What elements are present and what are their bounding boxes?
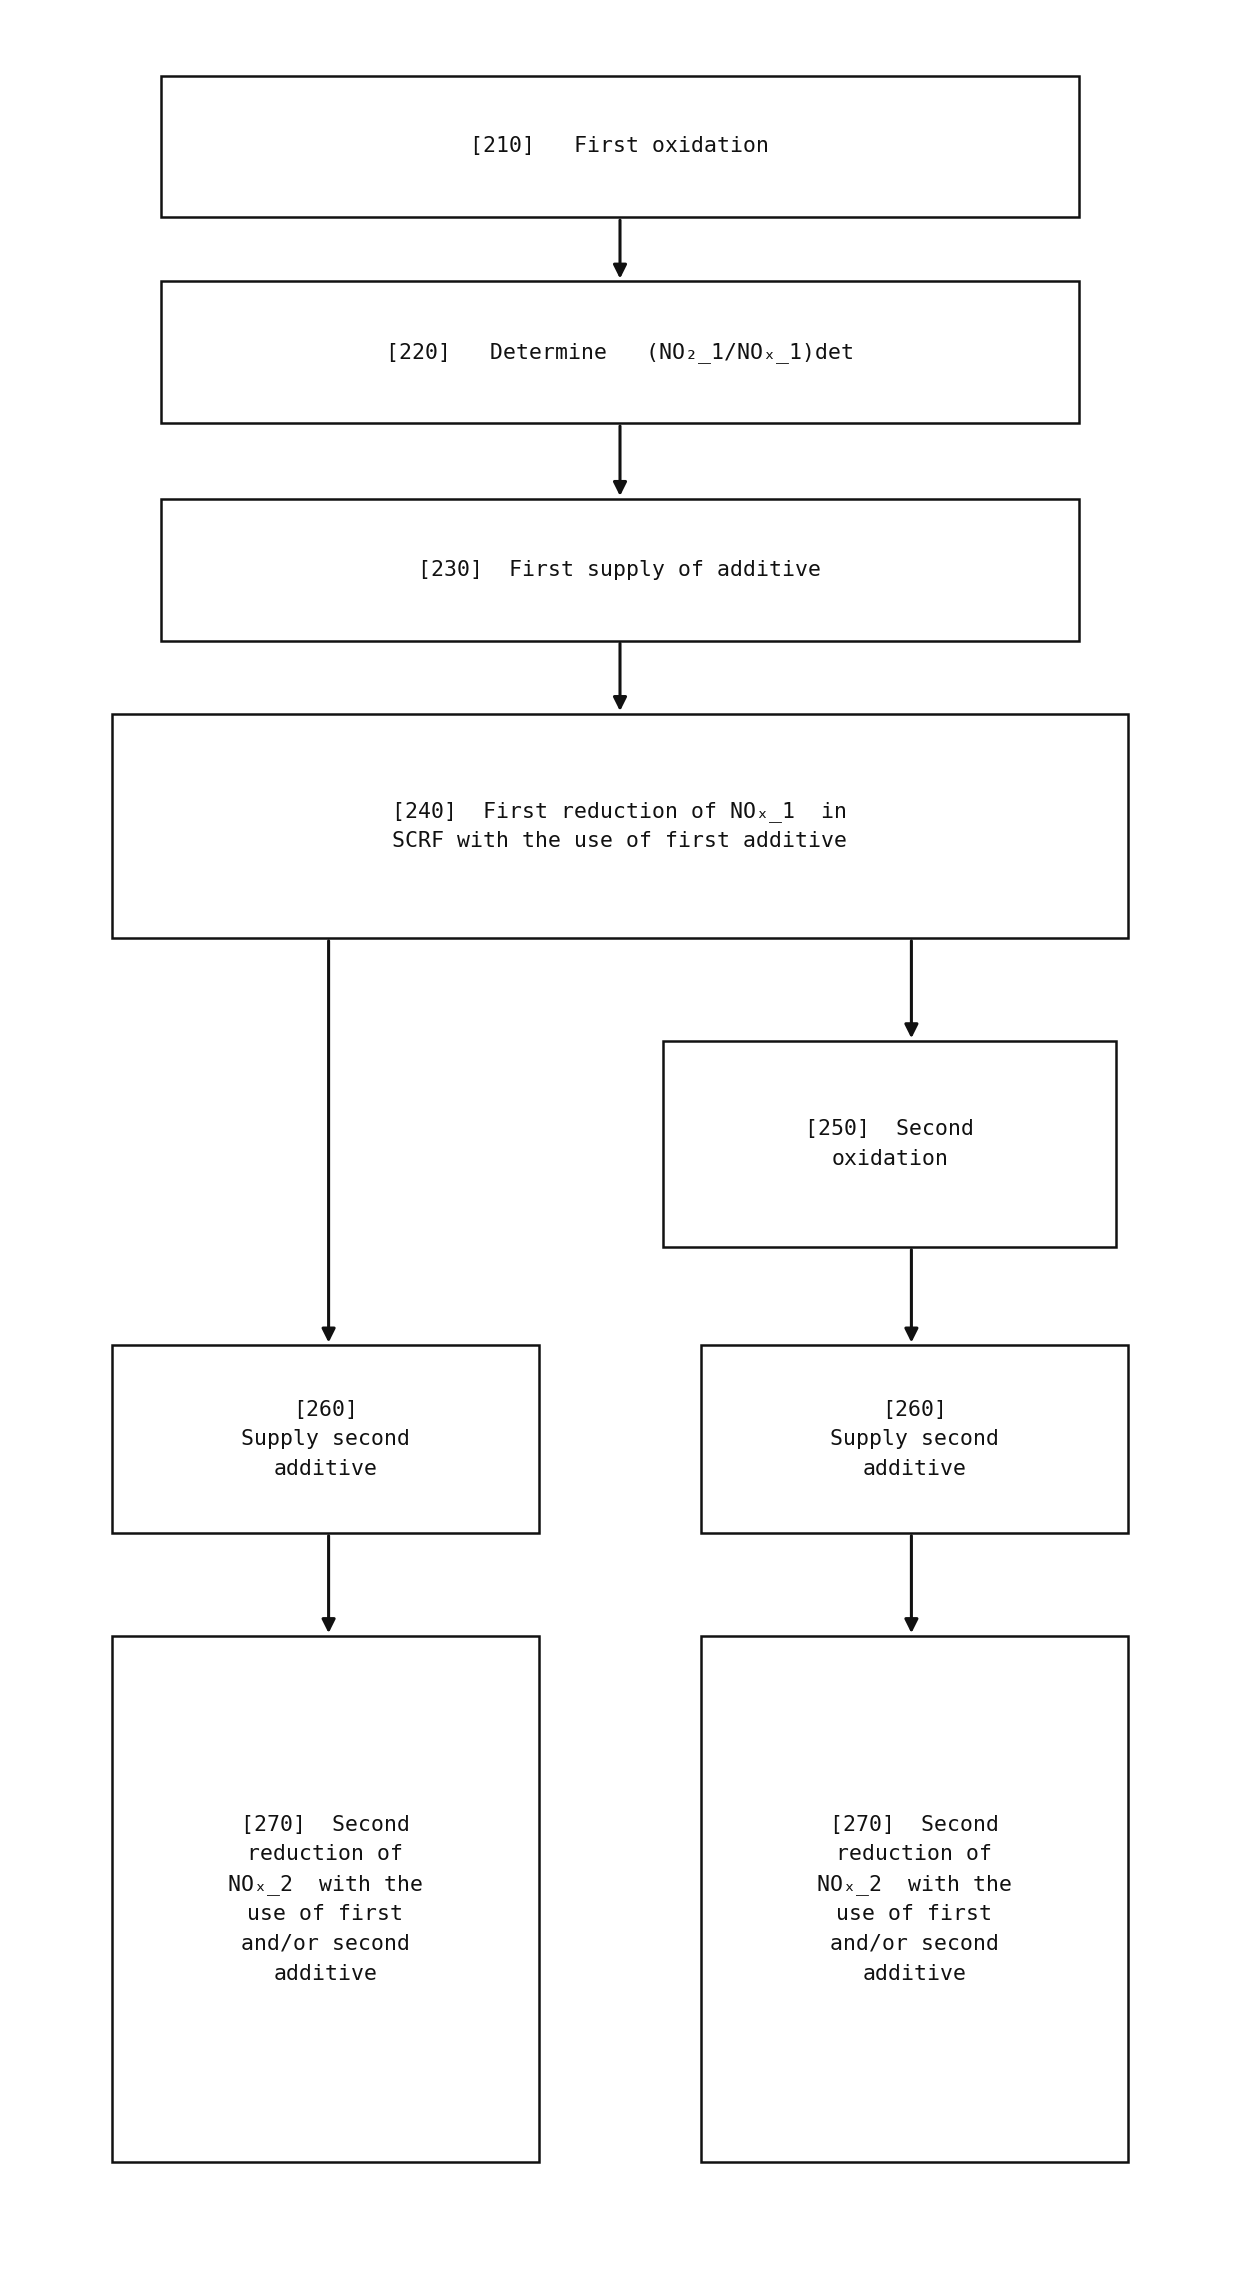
- Text: [240]  First reduction of NOₓ_1  in
SCRF with the use of first additive: [240] First reduction of NOₓ_1 in SCRF w…: [393, 801, 847, 851]
- FancyBboxPatch shape: [112, 1636, 539, 2162]
- FancyBboxPatch shape: [161, 281, 1079, 423]
- FancyBboxPatch shape: [663, 1041, 1116, 1247]
- Text: [260]
Supply second
additive: [260] Supply second additive: [830, 1400, 999, 1478]
- Text: [270]  Second
reduction of
NOₓ_2  with the
use of first
and/or second
additive: [270] Second reduction of NOₓ_2 with the…: [228, 1814, 423, 1984]
- FancyBboxPatch shape: [161, 76, 1079, 217]
- Text: [230]  First supply of additive: [230] First supply of additive: [419, 561, 821, 579]
- FancyBboxPatch shape: [112, 1345, 539, 1533]
- Text: [270]  Second
reduction of
NOₓ_2  with the
use of first
and/or second
additive: [270] Second reduction of NOₓ_2 with the…: [817, 1814, 1012, 1984]
- Text: [220]   Determine   (NO₂_1/NOₓ_1)det: [220] Determine (NO₂_1/NOₓ_1)det: [386, 341, 854, 364]
- Text: [260]
Supply second
additive: [260] Supply second additive: [241, 1400, 410, 1478]
- Text: [210]   First oxidation: [210] First oxidation: [470, 137, 770, 156]
- FancyBboxPatch shape: [112, 714, 1128, 938]
- Text: [250]  Second
oxidation: [250] Second oxidation: [805, 1119, 975, 1169]
- FancyBboxPatch shape: [701, 1345, 1128, 1533]
- FancyBboxPatch shape: [701, 1636, 1128, 2162]
- FancyBboxPatch shape: [161, 499, 1079, 641]
